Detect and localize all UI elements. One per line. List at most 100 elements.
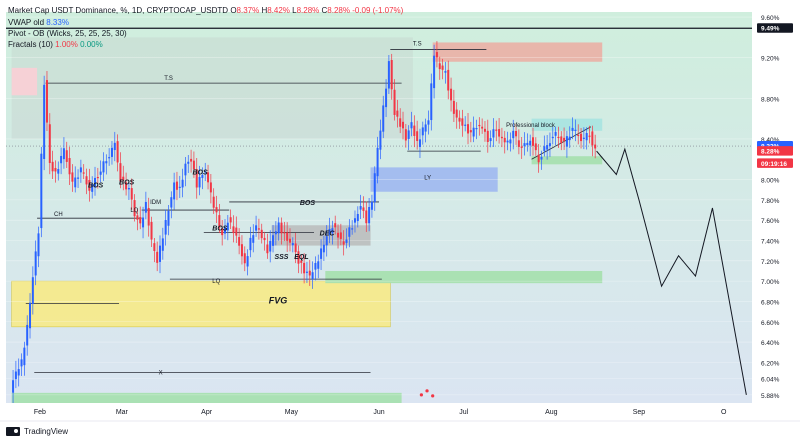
candle-body — [331, 228, 334, 234]
candle-body — [416, 131, 419, 141]
candle-body — [266, 244, 269, 254]
candle-body — [430, 83, 433, 121]
candle-body — [305, 271, 308, 273]
annotation-label: BOS — [212, 225, 228, 232]
symbol-name[interactable]: Market Cap USDT Dominance, %, 1D, CRYPTO… — [8, 6, 229, 15]
candle-body — [413, 125, 416, 136]
candle-body — [272, 235, 275, 246]
candle-body — [14, 371, 17, 380]
candle-body — [303, 262, 306, 274]
time-axis[interactable]: Feb Mar Apr May Jun Jul Aug Sep O — [0, 403, 800, 422]
candle-body — [554, 131, 557, 136]
annotation-label: FVG — [269, 295, 288, 305]
price-tick-label: 6.40% — [761, 340, 780, 347]
candle-body — [31, 277, 34, 304]
candle-body — [79, 167, 82, 173]
candle-body — [517, 140, 520, 147]
candle-body — [407, 130, 410, 139]
candle-body — [20, 359, 23, 367]
candle-body — [238, 237, 241, 246]
candle-body — [122, 176, 125, 181]
time-tick-label: Aug — [545, 409, 558, 416]
candle-body — [252, 235, 255, 243]
candle-body — [300, 260, 303, 263]
annotation-label: LQ — [130, 208, 138, 214]
price-tick-label: 9.20% — [761, 56, 780, 63]
candle-body — [119, 163, 122, 182]
candle-body — [156, 251, 159, 263]
candle-body — [269, 240, 272, 252]
candle-body — [170, 197, 173, 208]
candle-body — [546, 145, 549, 150]
candle-body — [325, 236, 328, 246]
candle-body — [12, 380, 15, 393]
candle-body — [133, 200, 136, 217]
candle-body — [543, 146, 546, 152]
candle-body — [515, 130, 518, 137]
candle-body — [351, 228, 354, 230]
candle-body — [308, 270, 311, 276]
candle-body — [85, 176, 88, 185]
candle-body — [74, 177, 77, 188]
price-tick-label: 7.20% — [761, 259, 780, 266]
candle-body — [551, 136, 554, 139]
candle-body — [495, 129, 498, 131]
candle-body — [402, 121, 405, 129]
candle-body — [320, 248, 323, 259]
candle-body — [523, 143, 526, 147]
candle-body — [574, 129, 577, 131]
candle-body — [29, 302, 32, 329]
candle-body — [526, 142, 529, 146]
indicator-row-pivot[interactable]: Pivot - OB (Wicks, 25, 25, 25, 30) — [8, 29, 127, 39]
candle-body — [509, 139, 512, 144]
zone-green-zone-high — [531, 156, 603, 165]
change-value: -0.09 (-1.07%) — [352, 6, 404, 15]
candle-body — [585, 133, 588, 141]
candle-body — [317, 261, 320, 269]
candle-body — [99, 171, 102, 175]
candle-body — [447, 69, 450, 91]
candle-body — [322, 244, 325, 253]
annotation-label: BOS — [193, 169, 209, 176]
candle-body — [130, 188, 133, 200]
annotation-label: LY — [424, 176, 431, 182]
candle-body — [433, 55, 436, 89]
fractal-mark — [431, 394, 435, 398]
price-axis[interactable]: 9.60% 9.20% 8.80% 8.40% 8.00% 7.80% 7.60% 7.40%… — [753, 0, 800, 420]
candle-body — [560, 136, 563, 144]
candle-body — [455, 109, 458, 118]
candle-body — [294, 243, 297, 253]
price-label: 9.49% — [761, 26, 780, 33]
price-label-box — [757, 146, 793, 156]
candle-body — [164, 220, 167, 235]
zones — [11, 37, 603, 403]
candle-body — [475, 128, 478, 130]
candle-body — [68, 158, 71, 175]
fractal-mark — [419, 393, 423, 397]
time-axis-bg — [0, 403, 800, 421]
candle-body — [249, 237, 252, 251]
candle-body — [190, 158, 193, 162]
indicator-row-fractals[interactable]: Fractals (10) 1.00% 0.00% — [8, 40, 103, 50]
annotation-label: BOS — [119, 180, 135, 187]
candle-body — [62, 148, 65, 160]
header-symbol-row: Market Cap USDT Dominance, %, 1D, CRYPTO… — [8, 6, 403, 16]
candle-body — [362, 207, 365, 211]
indicator-row-vwap[interactable]: VWAP old 8.33% — [8, 18, 69, 28]
candle-body — [382, 105, 385, 132]
candle-body — [96, 176, 99, 179]
candle-body — [215, 207, 218, 213]
candle-body — [192, 160, 195, 170]
brand-name[interactable]: TradingView — [24, 426, 69, 436]
annotation-label: BOS — [88, 183, 104, 190]
candle-body — [57, 169, 60, 174]
candle-body — [232, 226, 235, 234]
price-tick-label: 6.60% — [761, 320, 780, 327]
candle-body — [359, 206, 362, 210]
candle-body — [506, 140, 509, 143]
candle-body — [260, 229, 263, 239]
price-label-box — [757, 158, 793, 168]
candle-body — [438, 63, 441, 70]
